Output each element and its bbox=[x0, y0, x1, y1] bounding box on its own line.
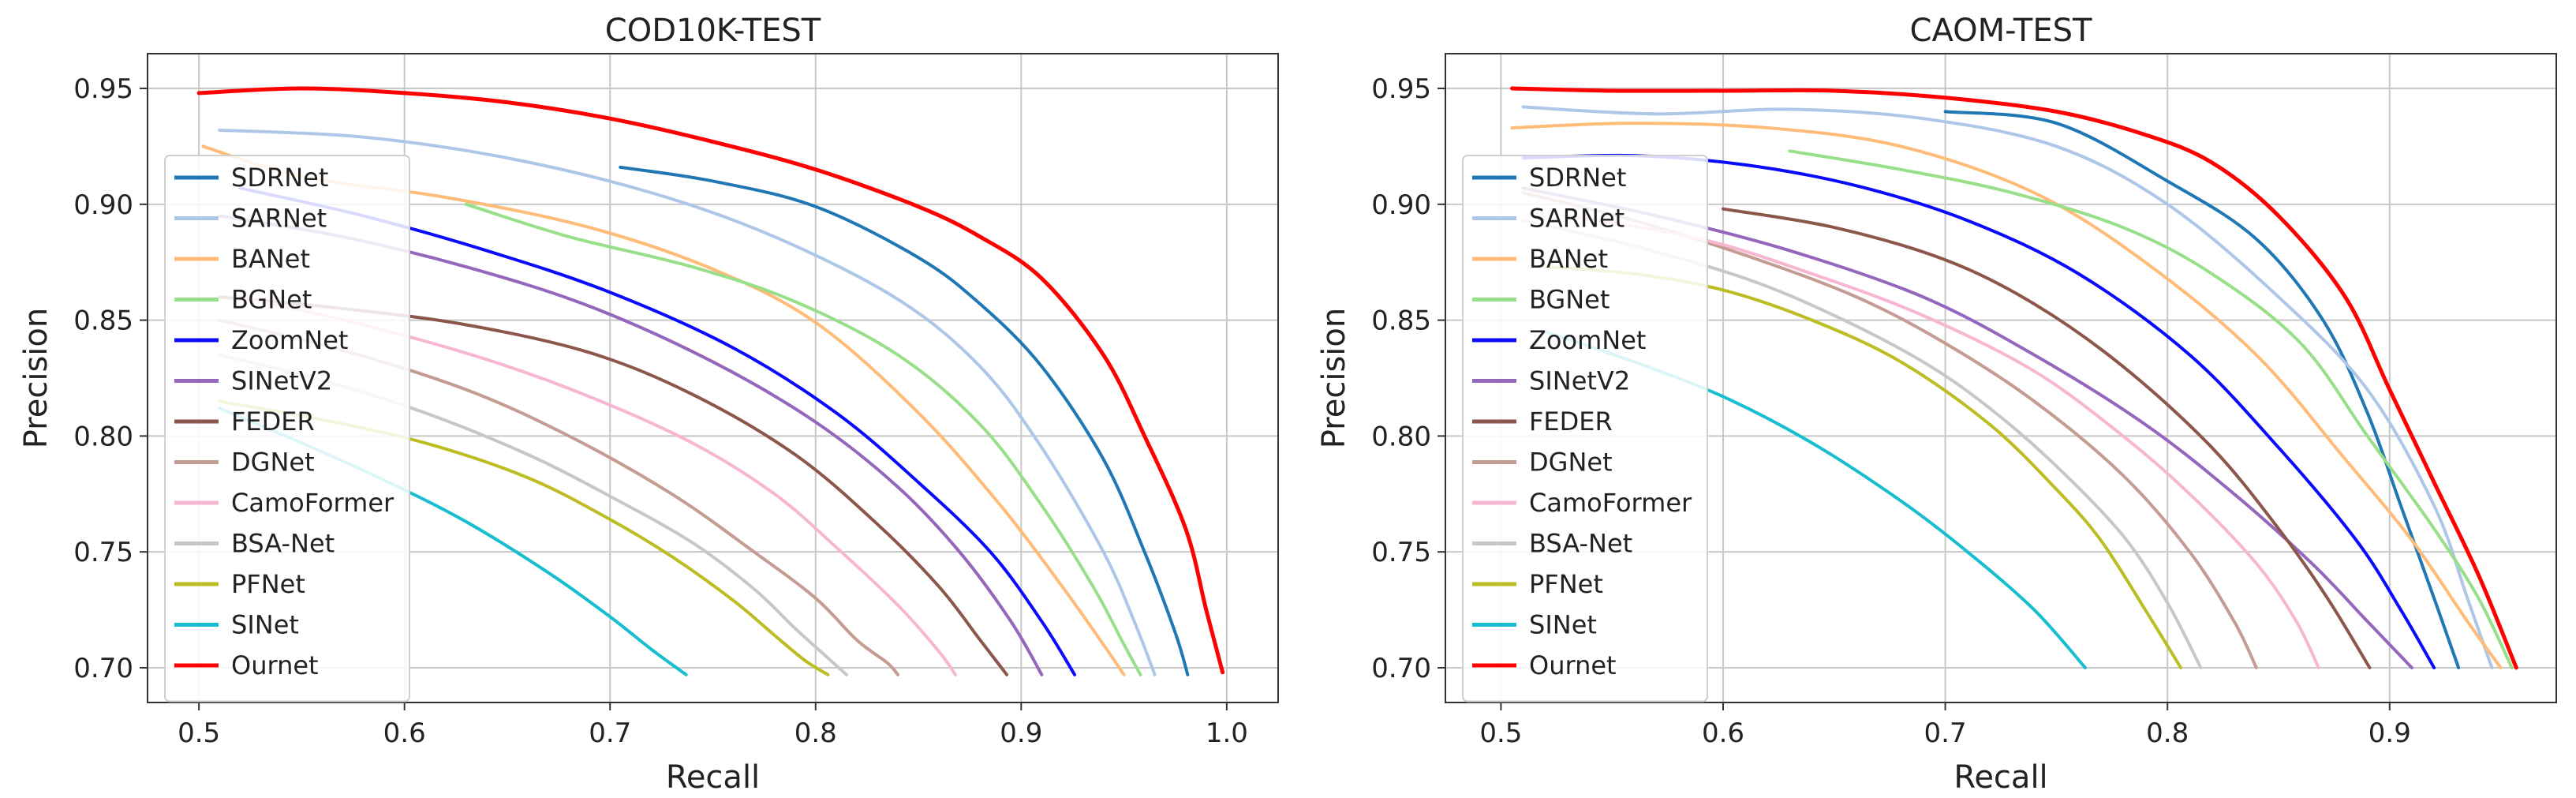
series-line-sdrnet bbox=[1943, 110, 2461, 669]
series-line-sarnet bbox=[1521, 105, 2494, 669]
y-tick-label: 0.70 bbox=[1371, 653, 1431, 684]
legend-label-zoomnet: ZoomNet bbox=[1529, 325, 1646, 355]
x-tick-label: 0.7 bbox=[589, 717, 631, 749]
legend-label-sarnet: SARNet bbox=[231, 204, 327, 234]
plot-frame bbox=[147, 53, 1279, 703]
x-tick-label: 1.0 bbox=[1206, 717, 1248, 749]
series-line-zoomnet bbox=[1521, 153, 2436, 669]
x-tick-label: 0.7 bbox=[1924, 717, 1967, 749]
legend-label-zoomnet: ZoomNet bbox=[231, 325, 348, 355]
y-tick-label: 0.80 bbox=[73, 421, 133, 452]
y-tick-label: 0.90 bbox=[73, 189, 133, 221]
legend-label-bgnet: BGNet bbox=[1529, 285, 1610, 315]
y-axis-label: Precision bbox=[1316, 308, 1352, 448]
series-line-sdrnet bbox=[619, 165, 1190, 676]
legend-label-sinetv2: SINetV2 bbox=[231, 366, 332, 396]
series-line-zoomnet bbox=[238, 186, 1077, 676]
legend: SDRNet SARNet BANet BGNet ZoomNet SINetV2 FEDE… bbox=[164, 155, 410, 702]
legend-label-feder: FEDER bbox=[231, 406, 315, 436]
legend-label-bgnet: BGNet bbox=[231, 285, 312, 315]
y-tick-label: 0.70 bbox=[73, 653, 133, 684]
x-tick-label: 0.8 bbox=[2146, 717, 2189, 749]
chart-title: COD10K-TEST bbox=[605, 13, 821, 49]
legend-label-bsa-net: BSA-Net bbox=[1529, 529, 1632, 559]
legend-box bbox=[1462, 155, 1708, 702]
y-axis-label: Precision bbox=[18, 308, 54, 448]
chart-cod10k: 0.5 0.6 0.7 0.8 0.9 1.0 0.70 0.75 0.80 0.85 0.90 0.… bbox=[18, 13, 1279, 796]
legend: SDRNet SARNet BANet BGNet ZoomNet SINetV2 FEDE… bbox=[1462, 155, 1708, 702]
legend-label-dgnet: DGNet bbox=[1529, 448, 1613, 478]
x-tick-label: 0.9 bbox=[2368, 717, 2411, 749]
legend-label-bsa-net: BSA-Net bbox=[231, 529, 335, 559]
legend-label-banet: BANet bbox=[1529, 244, 1608, 274]
series-line-feder bbox=[1722, 207, 2372, 669]
legend-box bbox=[164, 155, 410, 702]
series-line-camoformer bbox=[1565, 214, 2320, 669]
legend-label-banet: BANet bbox=[231, 244, 310, 274]
x-axis-label: Recall bbox=[666, 759, 760, 796]
legend-label-dgnet: DGNet bbox=[231, 448, 315, 478]
legend-label-sinetv2: SINetV2 bbox=[1529, 366, 1630, 396]
x-tick-label: 0.8 bbox=[794, 717, 837, 749]
y-tick-label: 0.75 bbox=[1371, 537, 1431, 568]
legend-label-sdrnet: SDRNet bbox=[1529, 163, 1626, 193]
legend-label-feder: FEDER bbox=[1529, 406, 1613, 436]
legend-label-sinet: SINet bbox=[1529, 610, 1597, 640]
legend-label-sinet: SINet bbox=[231, 610, 299, 640]
legend-label-ournet: Ournet bbox=[1529, 650, 1617, 680]
legend-label-pfnet: PFNet bbox=[1529, 569, 1603, 599]
x-axis-label: Recall bbox=[1953, 759, 2047, 796]
y-tick-label: 0.95 bbox=[1371, 73, 1431, 105]
legend-label-sarnet: SARNet bbox=[1529, 204, 1624, 234]
x-tick-label: 0.5 bbox=[1479, 717, 1522, 749]
series-line-bgnet bbox=[1788, 149, 2514, 669]
chart-caom: 0.5 0.6 0.7 0.8 0.9 0.70 0.75 0.80 0.85 0.90 0.95 C… bbox=[1316, 13, 2557, 796]
series-line-ournet bbox=[196, 86, 1225, 675]
y-tick-label: 0.90 bbox=[1371, 189, 1431, 221]
series-line-banet bbox=[1510, 122, 2503, 669]
legend-label-sdrnet: SDRNet bbox=[231, 163, 328, 193]
plot-frame bbox=[1445, 53, 2557, 703]
legend-label-camoformer: CamoFormer bbox=[231, 488, 394, 518]
y-tick-label: 0.95 bbox=[73, 73, 133, 105]
series-line-ournet bbox=[1509, 86, 2518, 670]
x-tick-label: 0.9 bbox=[1000, 717, 1042, 749]
y-tick-label: 0.75 bbox=[73, 537, 133, 568]
legend-label-pfnet: PFNet bbox=[231, 569, 305, 599]
y-tick-label: 0.85 bbox=[73, 305, 133, 337]
x-tick-label: 0.5 bbox=[178, 717, 220, 749]
series-line-bgnet bbox=[464, 202, 1142, 676]
y-tick-label: 0.80 bbox=[1371, 421, 1431, 452]
x-tick-label: 0.6 bbox=[1702, 717, 1744, 749]
x-tick-label: 0.6 bbox=[383, 717, 426, 749]
y-tick-label: 0.85 bbox=[1371, 305, 1431, 337]
chart-title: CAOM-TEST bbox=[1910, 13, 2092, 49]
legend-label-ournet: Ournet bbox=[231, 650, 319, 680]
legend-label-camoformer: CamoFormer bbox=[1529, 488, 1692, 518]
series-line-sarnet bbox=[218, 128, 1157, 676]
